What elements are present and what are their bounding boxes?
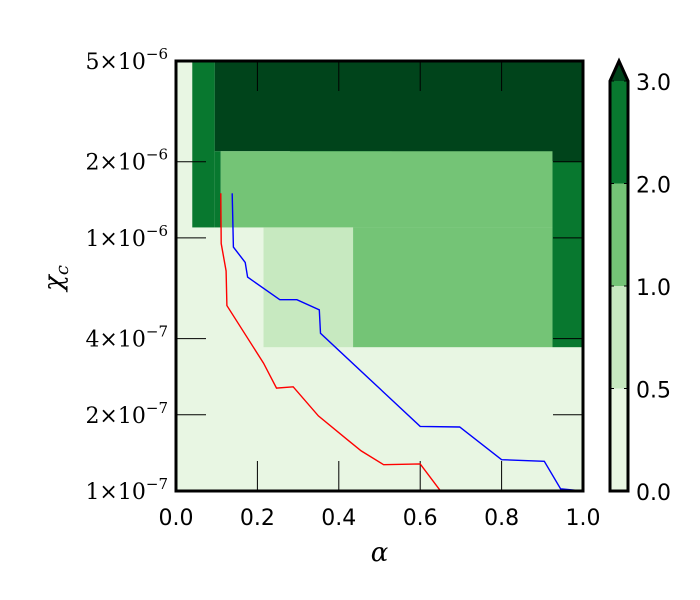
y-tick-label-5: 5×10−6	[85, 45, 168, 75]
y-axis-label-sub: c	[52, 265, 73, 275]
plot-frame	[174, 59, 585, 493]
y-tick-label-0: 1×10−7	[85, 475, 168, 505]
heatmap-region-2	[192, 61, 215, 228]
colorbar: 0.0 0.5 1.0 2.0 3.0	[608, 57, 671, 506]
x-tick-label-0: 0.0	[159, 506, 194, 531]
colorbar-segment-0	[610, 388, 628, 491]
x-tick-label-4: 0.8	[484, 506, 519, 531]
x-axis-ticks: 0.0 0.2 0.4 0.6 0.8 1.0	[159, 506, 601, 531]
x-tick-label-1: 0.2	[240, 506, 275, 531]
colorbar-label-1: 0.5	[636, 379, 671, 404]
x-tick-label-2: 0.4	[321, 506, 356, 531]
series-lines	[220, 193, 584, 492]
y-tick-label-3: 1×10−6	[85, 222, 168, 252]
colorbar-extend-arrow	[610, 61, 628, 81]
series-line-0	[231, 193, 584, 492]
x-tick-label-5: 1.0	[566, 506, 601, 531]
colorbar-label-0: 0.0	[636, 481, 671, 506]
y-axis-label-main: χ	[39, 273, 69, 293]
colorbar-segment-1	[610, 286, 628, 389]
colorbar-label-4: 3.0	[636, 71, 671, 96]
heatmap-regions	[176, 61, 584, 491]
colorbar-segment-3	[610, 81, 628, 184]
colorbar-label-2: 1.0	[636, 276, 671, 301]
x-axis-label: α	[371, 538, 389, 568]
heatmap-region-8	[263, 227, 354, 348]
heatmap-region-6	[220, 151, 553, 228]
heatmap-region-7	[353, 227, 553, 348]
x-tick-label-3: 0.6	[403, 506, 438, 531]
heatmap-region-0	[214, 61, 584, 152]
series-line-1	[220, 193, 583, 492]
heatmap-region-3	[214, 151, 221, 228]
y-axis-label: χc	[39, 265, 73, 293]
colorbar-label-3: 2.0	[636, 174, 671, 199]
y-tick-label-1: 2×10−7	[85, 399, 168, 429]
y-axis-ticks: 1×10−7 2×10−7 4×10−7 1×10−6 2×10−6 5×10−6	[85, 45, 168, 505]
y-tick-label-2: 4×10−7	[85, 323, 168, 353]
heatmap-region-5	[552, 161, 583, 348]
y-tick-label-4: 2×10−6	[85, 146, 168, 176]
colorbar-segment-2	[610, 183, 628, 286]
